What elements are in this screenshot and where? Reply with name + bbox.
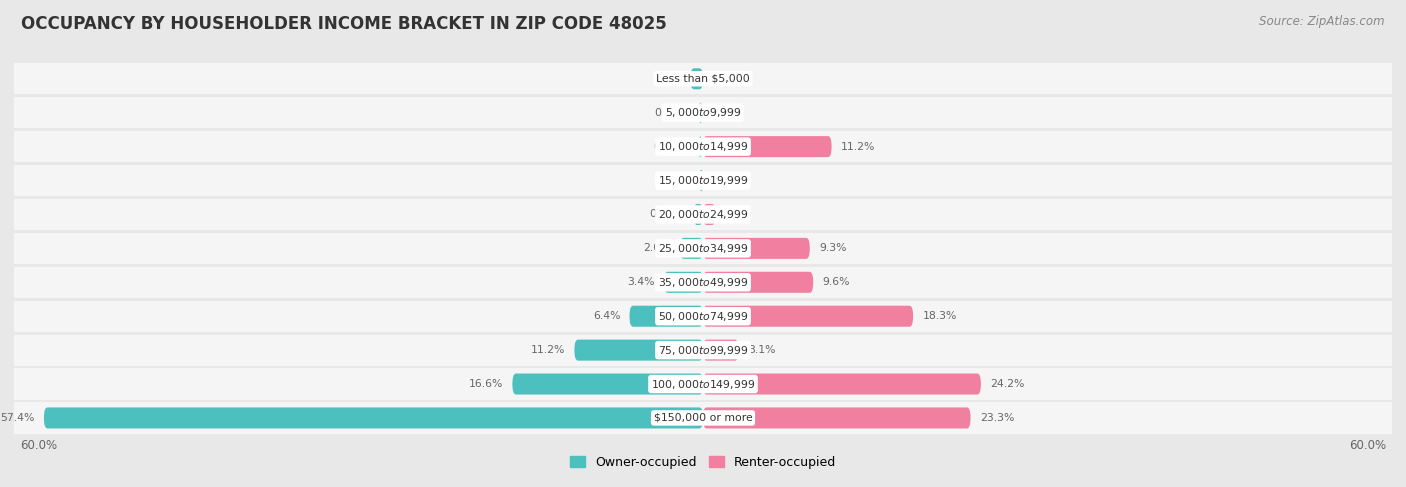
Text: 0.3%: 0.3% — [662, 175, 690, 186]
FancyBboxPatch shape — [14, 335, 1392, 366]
Text: OCCUPANCY BY HOUSEHOLDER INCOME BRACKET IN ZIP CODE 48025: OCCUPANCY BY HOUSEHOLDER INCOME BRACKET … — [21, 15, 666, 33]
FancyBboxPatch shape — [44, 408, 703, 429]
Text: $10,000 to $14,999: $10,000 to $14,999 — [658, 140, 748, 153]
FancyBboxPatch shape — [664, 272, 703, 293]
FancyBboxPatch shape — [703, 339, 738, 361]
Text: 0.0%: 0.0% — [713, 175, 740, 186]
Text: 0.84%: 0.84% — [650, 209, 685, 220]
Text: $75,000 to $99,999: $75,000 to $99,999 — [658, 344, 748, 356]
Text: 3.1%: 3.1% — [748, 345, 775, 355]
FancyBboxPatch shape — [14, 97, 1392, 128]
Text: 0.0%: 0.0% — [713, 108, 740, 118]
Text: Less than $5,000: Less than $5,000 — [657, 74, 749, 84]
Text: 9.6%: 9.6% — [823, 277, 849, 287]
Text: 3.4%: 3.4% — [627, 277, 655, 287]
Text: 2.0%: 2.0% — [643, 244, 671, 253]
Text: 9.3%: 9.3% — [818, 244, 846, 253]
Text: $5,000 to $9,999: $5,000 to $9,999 — [665, 106, 741, 119]
Text: 18.3%: 18.3% — [922, 311, 956, 321]
FancyBboxPatch shape — [14, 131, 1392, 162]
FancyBboxPatch shape — [14, 267, 1392, 298]
Text: 57.4%: 57.4% — [0, 413, 35, 423]
FancyBboxPatch shape — [690, 68, 703, 89]
FancyBboxPatch shape — [703, 272, 813, 293]
FancyBboxPatch shape — [697, 136, 703, 157]
FancyBboxPatch shape — [693, 204, 703, 225]
Text: $100,000 to $149,999: $100,000 to $149,999 — [651, 377, 755, 391]
FancyBboxPatch shape — [512, 374, 703, 394]
FancyBboxPatch shape — [697, 102, 703, 123]
FancyBboxPatch shape — [14, 402, 1392, 433]
Text: 0.49%: 0.49% — [654, 142, 688, 151]
Text: 0.0%: 0.0% — [713, 74, 740, 84]
FancyBboxPatch shape — [703, 374, 981, 394]
Text: 23.3%: 23.3% — [980, 413, 1014, 423]
FancyBboxPatch shape — [630, 306, 703, 327]
FancyBboxPatch shape — [703, 204, 716, 225]
FancyBboxPatch shape — [14, 369, 1392, 400]
Text: 24.2%: 24.2% — [990, 379, 1025, 389]
Text: $20,000 to $24,999: $20,000 to $24,999 — [658, 208, 748, 221]
Text: 6.4%: 6.4% — [593, 311, 620, 321]
Text: 60.0%: 60.0% — [1350, 439, 1386, 452]
Text: 11.2%: 11.2% — [531, 345, 565, 355]
FancyBboxPatch shape — [14, 233, 1392, 264]
Text: 1.1%: 1.1% — [725, 209, 752, 220]
Text: 0.45%: 0.45% — [654, 108, 689, 118]
Text: $15,000 to $19,999: $15,000 to $19,999 — [658, 174, 748, 187]
FancyBboxPatch shape — [699, 170, 703, 191]
Text: 1.1%: 1.1% — [654, 74, 681, 84]
FancyBboxPatch shape — [14, 300, 1392, 332]
Legend: Owner-occupied, Renter-occupied: Owner-occupied, Renter-occupied — [565, 451, 841, 474]
FancyBboxPatch shape — [703, 238, 810, 259]
Text: $35,000 to $49,999: $35,000 to $49,999 — [658, 276, 748, 289]
Text: 11.2%: 11.2% — [841, 142, 875, 151]
Text: $150,000 or more: $150,000 or more — [654, 413, 752, 423]
FancyBboxPatch shape — [14, 165, 1392, 196]
Text: $25,000 to $34,999: $25,000 to $34,999 — [658, 242, 748, 255]
Text: $50,000 to $74,999: $50,000 to $74,999 — [658, 310, 748, 323]
FancyBboxPatch shape — [14, 63, 1392, 94]
FancyBboxPatch shape — [703, 408, 970, 429]
FancyBboxPatch shape — [703, 306, 912, 327]
Text: 60.0%: 60.0% — [20, 439, 56, 452]
FancyBboxPatch shape — [703, 136, 831, 157]
Text: Source: ZipAtlas.com: Source: ZipAtlas.com — [1260, 15, 1385, 28]
FancyBboxPatch shape — [14, 199, 1392, 230]
FancyBboxPatch shape — [575, 339, 703, 361]
Text: 16.6%: 16.6% — [468, 379, 503, 389]
FancyBboxPatch shape — [681, 238, 703, 259]
